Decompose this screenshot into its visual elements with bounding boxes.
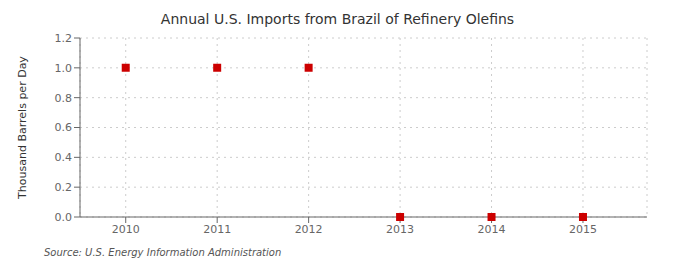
svg-text:0.4: 0.4	[55, 151, 73, 164]
svg-text:2014: 2014	[478, 223, 506, 236]
svg-text:0.8: 0.8	[55, 92, 73, 105]
html-text:Annual U.S. Imports from Brazi: Annual U.S. Imports from Brazil of Refin…	[160, 11, 515, 27]
svg-text:1.0: 1.0	[55, 62, 73, 75]
html-text:Source: U.S. Energy Informatio: Source: U.S. Energy Information Administ…	[44, 247, 282, 258]
svg-text:0.2: 0.2	[55, 181, 73, 194]
svg-text:2015: 2015	[569, 223, 597, 236]
svg-text:1.2: 1.2	[55, 32, 73, 45]
svg-text:2012: 2012	[295, 223, 323, 236]
svg-text:2013: 2013	[386, 223, 414, 236]
svg-text:0.0: 0.0	[55, 211, 73, 224]
svg-text:0.6: 0.6	[55, 121, 73, 134]
svg-text:2011: 2011	[203, 223, 231, 236]
svg-text:2010: 2010	[112, 223, 140, 236]
svg-text:Thousand Barrels per Day: Thousand Barrels per Day	[16, 56, 29, 200]
